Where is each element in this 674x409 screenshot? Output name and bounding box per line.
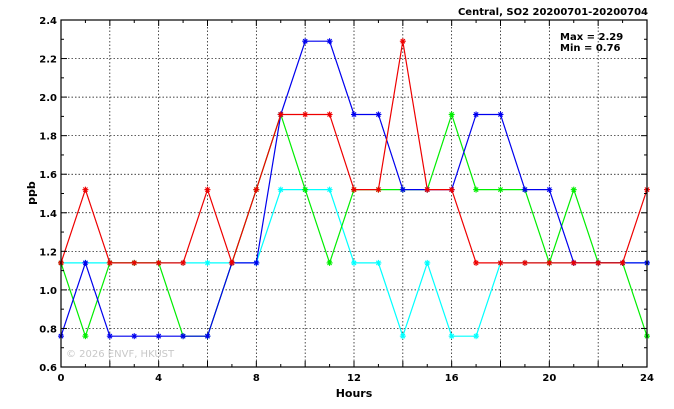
data-point <box>253 259 260 266</box>
data-point <box>473 259 480 266</box>
data-point <box>497 259 504 266</box>
data-point <box>375 111 382 118</box>
y-tick-label: 1.2 <box>39 247 57 258</box>
x-tick-label: 24 <box>640 373 654 384</box>
data-point <box>424 186 431 193</box>
data-point <box>619 259 626 266</box>
y-tick-label: 1.8 <box>39 132 57 143</box>
axis-ticks <box>60 19 648 368</box>
data-point <box>473 186 480 193</box>
data-point <box>399 333 406 340</box>
data-point <box>106 333 113 340</box>
y-tick-label: 2.2 <box>39 55 57 66</box>
x-tick-label: 12 <box>347 373 361 384</box>
watermark: © 2026 ENVF, HKUST <box>66 349 175 360</box>
data-point <box>375 186 382 193</box>
y-tick-label: 2.0 <box>39 93 57 104</box>
data-point <box>131 333 138 340</box>
data-point <box>448 186 455 193</box>
min-label: Min = 0.76 <box>560 43 621 54</box>
data-point <box>497 111 504 118</box>
data-point <box>180 259 187 266</box>
data-point <box>180 333 187 340</box>
x-tick-label: 8 <box>253 373 260 384</box>
data-point <box>424 259 431 266</box>
data-point <box>302 38 309 45</box>
chart-header-title: Central, SO2 20200701-20200704 <box>458 7 648 18</box>
data-point <box>155 333 162 340</box>
y-axis-title: ppb <box>25 181 38 205</box>
data-point <box>546 186 553 193</box>
data-point <box>82 186 89 193</box>
series-group <box>58 38 650 340</box>
data-point <box>253 186 260 193</box>
data-point <box>82 259 89 266</box>
data-point <box>277 111 284 118</box>
data-point <box>448 111 455 118</box>
data-point <box>155 259 162 266</box>
data-point <box>277 186 284 193</box>
data-point <box>82 333 89 340</box>
data-point <box>351 186 357 193</box>
data-point <box>497 186 504 193</box>
data-point <box>546 259 553 266</box>
plot-area <box>61 20 647 367</box>
data-point <box>131 259 138 266</box>
data-point <box>521 186 528 193</box>
y-tick-label: 2.4 <box>39 16 57 27</box>
y-tick-label: 0.6 <box>39 363 57 374</box>
data-point <box>399 186 406 193</box>
y-tick-label: 1.4 <box>39 209 57 220</box>
data-point <box>302 186 309 193</box>
data-point <box>204 333 211 340</box>
y-tick-label: 1.6 <box>39 170 57 181</box>
x-tick-label: 20 <box>542 373 556 384</box>
x-tick-labels: 0 4 8 12 16 20 24 <box>58 373 654 384</box>
data-point <box>570 259 577 266</box>
max-label: Max = 2.29 <box>560 32 623 43</box>
data-point <box>326 259 333 266</box>
data-point <box>326 38 333 45</box>
x-tick-label: 4 <box>155 373 162 384</box>
data-point <box>326 186 333 193</box>
data-point <box>302 111 309 118</box>
data-point <box>204 259 211 266</box>
data-point <box>570 186 577 193</box>
data-point <box>106 259 113 266</box>
data-point <box>521 259 528 266</box>
y-tick-label: 1.0 <box>39 286 57 297</box>
x-tick-label: 16 <box>445 373 459 384</box>
data-point <box>399 38 406 45</box>
data-point <box>326 111 333 118</box>
x-tick-label: 0 <box>58 373 65 384</box>
data-point <box>595 259 602 266</box>
y-tick-label: 0.8 <box>39 324 57 335</box>
data-point <box>351 111 357 118</box>
data-point <box>351 259 357 266</box>
data-point <box>473 333 480 340</box>
data-point <box>473 111 480 118</box>
data-point <box>204 186 211 193</box>
x-axis-title: Hours <box>336 387 373 400</box>
data-point <box>448 333 455 340</box>
data-point <box>375 259 382 266</box>
y-tick-labels: 0.6 0.8 1.0 1.2 1.4 1.6 1.8 2.0 2.2 2.4 <box>39 16 57 374</box>
data-point <box>228 259 235 266</box>
